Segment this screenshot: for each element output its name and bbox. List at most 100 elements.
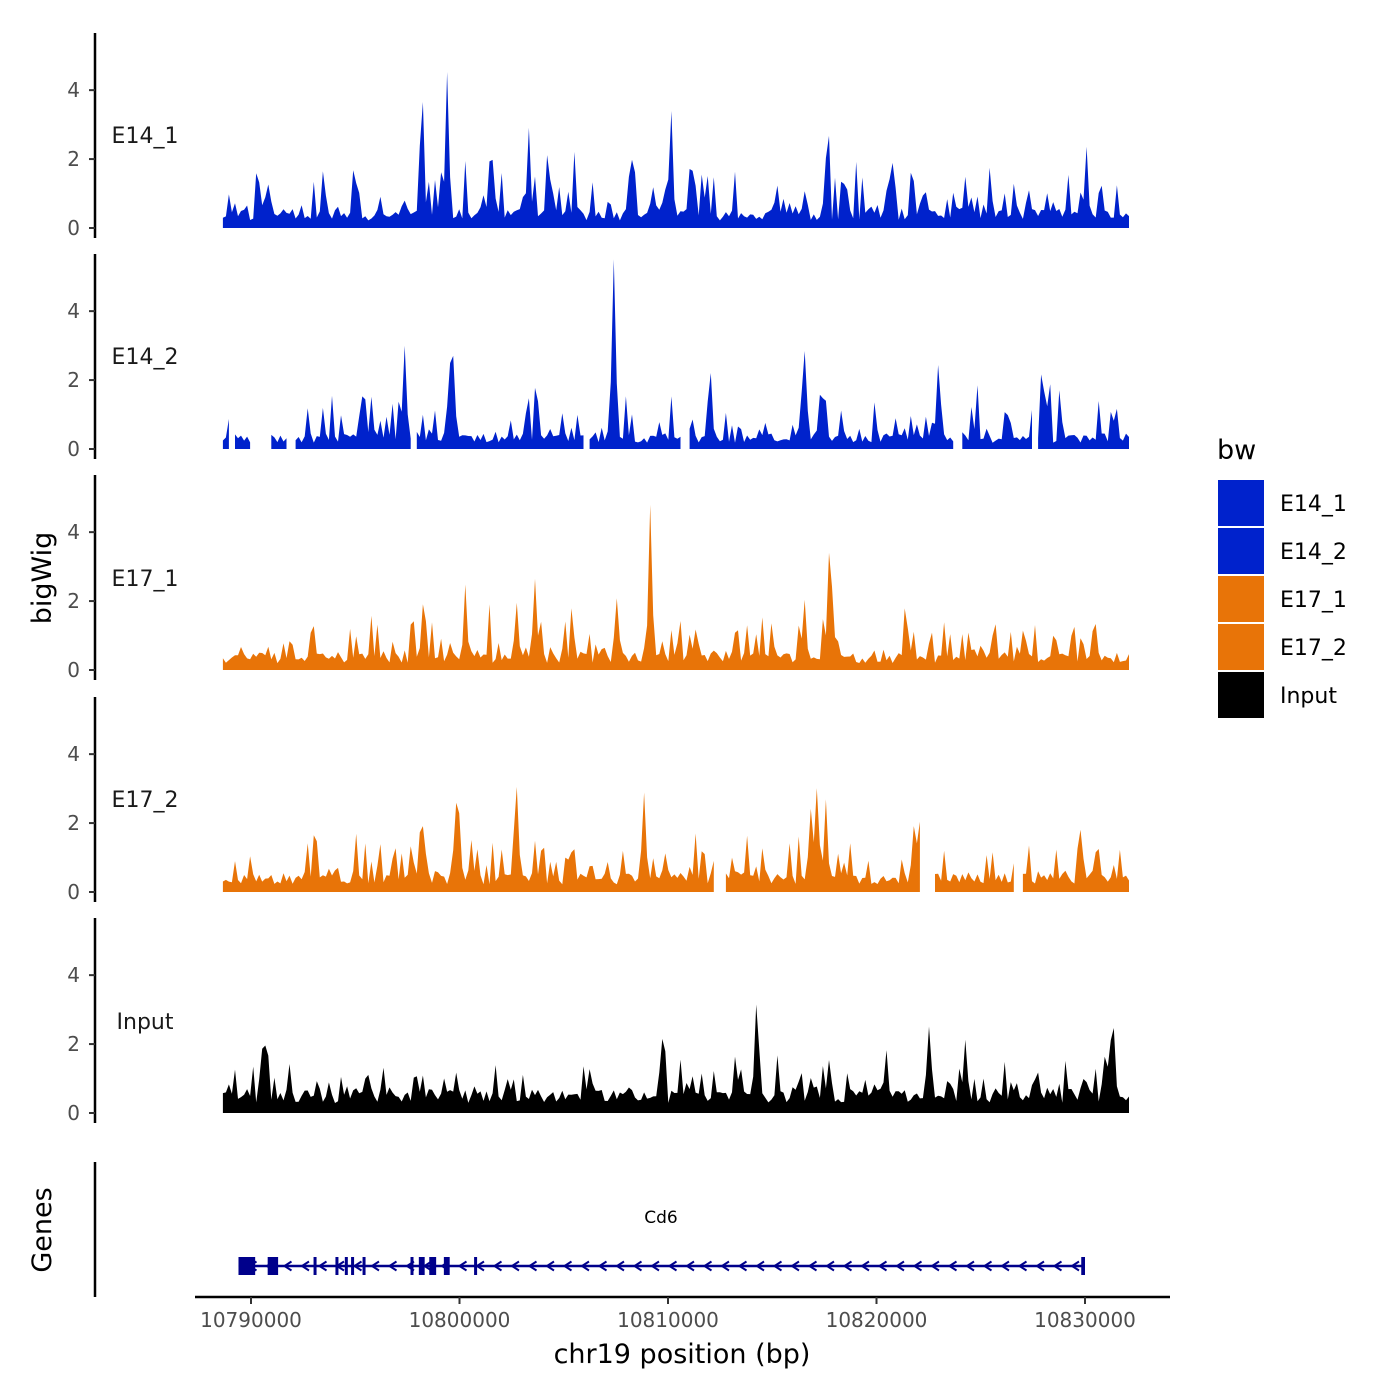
gene-exon <box>429 1257 437 1275</box>
strand-arrow <box>842 1260 853 1272</box>
strand-arrow <box>527 1260 538 1272</box>
gene-exon <box>344 1257 348 1275</box>
strand-arrow <box>300 1260 310 1272</box>
x-axis-title: chr19 position (bp) <box>554 1339 811 1370</box>
legend-swatch-E17_2 <box>1218 624 1264 670</box>
track-label: E17_1 <box>112 567 179 592</box>
track-E14_1: 0 2 4 E14_1 <box>67 33 1129 240</box>
strand-arrow <box>1017 1260 1028 1272</box>
strand-arrow <box>492 1260 503 1272</box>
legend-swatch-E14_2 <box>1218 528 1264 574</box>
signal-area-E17_2 <box>222 786 714 892</box>
signal-area-E14_1 <box>222 72 1129 228</box>
strand-arrow <box>317 1260 328 1272</box>
strand-arrow <box>510 1260 520 1272</box>
strand-arrow <box>912 1260 923 1272</box>
gene-exon <box>313 1257 317 1275</box>
strand-arrow <box>282 1260 293 1272</box>
signal-area-E14_2 <box>271 434 287 449</box>
strand-arrow <box>965 1260 975 1272</box>
strand-arrow <box>860 1260 870 1272</box>
signal-area-E14_2 <box>295 345 411 449</box>
legend-swatch-Input <box>1218 672 1264 718</box>
y-tick-label: 0 <box>67 658 80 682</box>
track-label: Input <box>117 1010 174 1035</box>
track-label: E17_2 <box>112 788 179 813</box>
gene-exon <box>1081 1257 1085 1275</box>
strand-arrow <box>370 1260 380 1272</box>
x-tick-label: 10800000 <box>409 1308 511 1332</box>
strand-arrow <box>562 1260 573 1272</box>
strand-arrow <box>650 1260 660 1272</box>
gene-exon <box>267 1257 279 1275</box>
signal-area-E17_2 <box>725 788 920 892</box>
strand-arrow <box>1070 1260 1080 1272</box>
track-label: E14_1 <box>112 124 179 149</box>
strand-arrow <box>1052 1260 1063 1272</box>
signal-area-E17_2 <box>1022 829 1129 892</box>
gene-name-label: Cd6 <box>644 1208 677 1228</box>
legend-label-E17_2: E17_2 <box>1280 636 1347 661</box>
y-axis-title: bigWig <box>27 532 58 625</box>
strand-arrow <box>790 1260 800 1272</box>
gene-track: Cd6 <box>93 1162 1085 1297</box>
track-E14_2: 0 2 4 E14_2 <box>67 254 1129 461</box>
y-tick-label: 0 <box>67 437 80 461</box>
gene-exon <box>474 1257 478 1275</box>
signal-area-E14_2 <box>1038 374 1129 449</box>
gene-exon <box>238 1257 256 1275</box>
gene-exon <box>335 1257 339 1275</box>
x-tick-label: 10830000 <box>1034 1308 1136 1332</box>
strand-arrow <box>580 1260 590 1272</box>
signal-area-E17_2 <box>935 850 1014 892</box>
signal-area-E14_2 <box>222 419 229 449</box>
strand-arrow <box>632 1260 643 1272</box>
y-tick-label: 0 <box>67 1101 80 1125</box>
genes-axis-title: Genes <box>27 1187 58 1272</box>
strand-arrow <box>352 1260 363 1272</box>
track-E17_2: 0 2 4 E17_2 <box>67 697 1129 904</box>
strand-arrow <box>685 1260 695 1272</box>
strand-arrow <box>702 1260 713 1272</box>
y-tick-label: 4 <box>67 963 80 987</box>
gene-exon <box>418 1257 425 1275</box>
strand-arrow <box>930 1260 940 1272</box>
y-tick-label: 2 <box>67 1032 80 1056</box>
track-E17_1: 0 2 4 E17_1 <box>67 475 1129 682</box>
strand-arrow <box>545 1260 555 1272</box>
strand-arrow <box>457 1260 468 1272</box>
x-tick-label: 10790000 <box>200 1308 302 1332</box>
strand-arrow <box>720 1260 730 1272</box>
strand-arrow <box>772 1260 783 1272</box>
strand-arrow <box>1035 1260 1045 1272</box>
y-tick-label: 4 <box>67 299 80 323</box>
legend-swatch-E17_1 <box>1218 576 1264 622</box>
y-tick-label: 2 <box>67 368 80 392</box>
strand-arrow <box>755 1260 765 1272</box>
track-Input: 0 2 4 Input <box>67 918 1129 1125</box>
legend-title: bw <box>1217 435 1256 466</box>
gene-exon <box>362 1257 366 1275</box>
strand-arrow <box>597 1260 608 1272</box>
strand-arrow <box>1000 1260 1010 1272</box>
x-tick-label: 10810000 <box>617 1308 719 1332</box>
y-tick-label: 2 <box>67 589 80 613</box>
legend-label-E14_2: E14_2 <box>1280 540 1347 565</box>
signal-area-Input <box>222 1004 1129 1113</box>
signal-area-E14_2 <box>962 385 1032 449</box>
strand-arrow <box>877 1260 888 1272</box>
y-tick-label: 2 <box>67 811 80 835</box>
signal-area-E14_2 <box>689 351 954 449</box>
legend-label-E14_1: E14_1 <box>1280 492 1347 517</box>
signal-area-E14_2 <box>589 259 681 449</box>
y-tick-label: 4 <box>67 78 80 102</box>
gene-exon <box>443 1257 450 1275</box>
legend: bw E14_1 E14_2 E17_1 E17_2 Input <box>1217 435 1347 718</box>
strand-arrow <box>737 1260 748 1272</box>
gene-exon <box>351 1257 355 1275</box>
y-tick-label: 0 <box>67 216 80 240</box>
strand-arrow <box>895 1260 905 1272</box>
y-tick-label: 4 <box>67 520 80 544</box>
legend-swatch-E14_1 <box>1218 480 1264 526</box>
